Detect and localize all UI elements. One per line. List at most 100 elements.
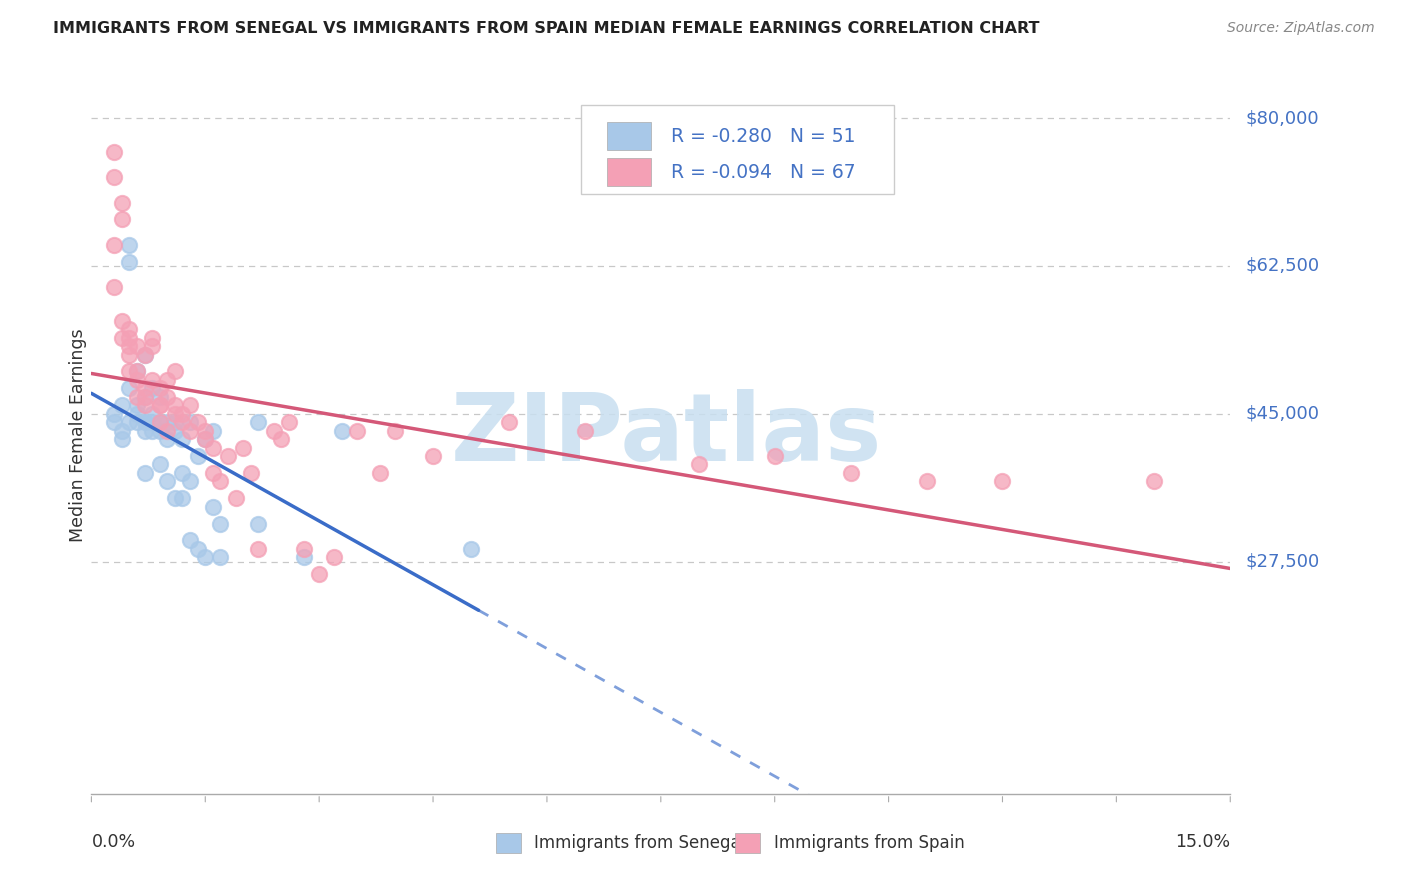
Point <box>141 339 163 353</box>
Point <box>118 237 141 252</box>
Point <box>839 466 862 480</box>
Point <box>149 381 172 395</box>
Point <box>172 432 194 446</box>
Point <box>103 145 125 159</box>
Point <box>118 348 141 362</box>
Point <box>103 170 125 185</box>
Point <box>187 415 209 429</box>
Point <box>194 550 217 565</box>
Point <box>194 432 217 446</box>
Point <box>163 407 186 421</box>
Point <box>270 432 292 446</box>
Point <box>239 466 262 480</box>
Point <box>292 541 315 556</box>
Point <box>163 364 186 378</box>
Point <box>141 331 163 345</box>
Text: ZIPatlas: ZIPatlas <box>451 389 882 481</box>
Text: $80,000: $80,000 <box>1246 109 1319 127</box>
Point <box>125 373 148 387</box>
Point <box>111 212 134 227</box>
Point <box>149 458 172 472</box>
Point <box>125 407 148 421</box>
Point <box>179 424 201 438</box>
Point <box>460 541 482 556</box>
Point <box>179 533 201 548</box>
Point <box>111 314 134 328</box>
Point <box>187 541 209 556</box>
Text: $45,000: $45,000 <box>1246 405 1319 423</box>
Point <box>346 424 368 438</box>
Point <box>225 491 247 506</box>
Point <box>194 432 217 446</box>
Point <box>125 390 148 404</box>
Text: R = -0.094   N = 67: R = -0.094 N = 67 <box>671 162 856 182</box>
Text: $62,500: $62,500 <box>1246 257 1319 275</box>
FancyBboxPatch shape <box>735 832 759 853</box>
Point <box>118 381 141 395</box>
Point <box>149 398 172 412</box>
Point <box>915 475 938 489</box>
Point <box>209 550 232 565</box>
Point <box>134 381 156 395</box>
Text: 0.0%: 0.0% <box>91 833 135 851</box>
Point <box>688 458 710 472</box>
Point <box>179 475 201 489</box>
Text: 15.0%: 15.0% <box>1175 833 1230 851</box>
Point <box>134 424 156 438</box>
Point <box>134 466 156 480</box>
Point <box>209 516 232 531</box>
Point <box>187 449 209 463</box>
Point <box>201 424 224 438</box>
FancyBboxPatch shape <box>496 832 520 853</box>
Point <box>292 550 315 565</box>
Point <box>323 550 346 565</box>
Point <box>172 466 194 480</box>
Text: $27,500: $27,500 <box>1246 552 1319 571</box>
Point <box>156 415 179 429</box>
Point <box>163 398 186 412</box>
Point <box>125 339 148 353</box>
Point <box>103 237 125 252</box>
Point <box>991 475 1014 489</box>
Point <box>247 415 270 429</box>
Point <box>141 415 163 429</box>
FancyBboxPatch shape <box>581 104 894 194</box>
Point <box>156 475 179 489</box>
Point <box>134 415 156 429</box>
Point <box>1143 475 1166 489</box>
Point <box>277 415 299 429</box>
Point <box>156 373 179 387</box>
Text: Source: ZipAtlas.com: Source: ZipAtlas.com <box>1227 21 1375 35</box>
Point <box>149 415 172 429</box>
Point <box>118 339 141 353</box>
Text: IMMIGRANTS FROM SENEGAL VS IMMIGRANTS FROM SPAIN MEDIAN FEMALE EARNINGS CORRELAT: IMMIGRANTS FROM SENEGAL VS IMMIGRANTS FR… <box>53 21 1040 36</box>
Point <box>217 449 239 463</box>
Point <box>156 424 179 438</box>
Point <box>141 424 163 438</box>
Text: R = -0.280   N = 51: R = -0.280 N = 51 <box>671 127 856 145</box>
Point <box>149 390 172 404</box>
Point <box>118 322 141 336</box>
Point <box>134 398 156 412</box>
Point <box>156 432 179 446</box>
Point <box>308 567 330 582</box>
Point <box>125 398 148 412</box>
FancyBboxPatch shape <box>607 159 651 186</box>
Point <box>498 415 520 429</box>
Text: Immigrants from Senegal: Immigrants from Senegal <box>534 834 745 852</box>
Point <box>368 466 391 480</box>
Point <box>103 415 125 429</box>
Point <box>201 441 224 455</box>
Point <box>201 500 224 514</box>
Text: Immigrants from Spain: Immigrants from Spain <box>773 834 965 852</box>
Point <box>134 348 156 362</box>
Point <box>194 424 217 438</box>
Point <box>149 415 172 429</box>
Point <box>172 415 194 429</box>
Point <box>232 441 254 455</box>
Point <box>103 280 125 294</box>
Point <box>149 398 172 412</box>
Point <box>103 407 125 421</box>
Point <box>201 466 224 480</box>
Point <box>141 373 163 387</box>
